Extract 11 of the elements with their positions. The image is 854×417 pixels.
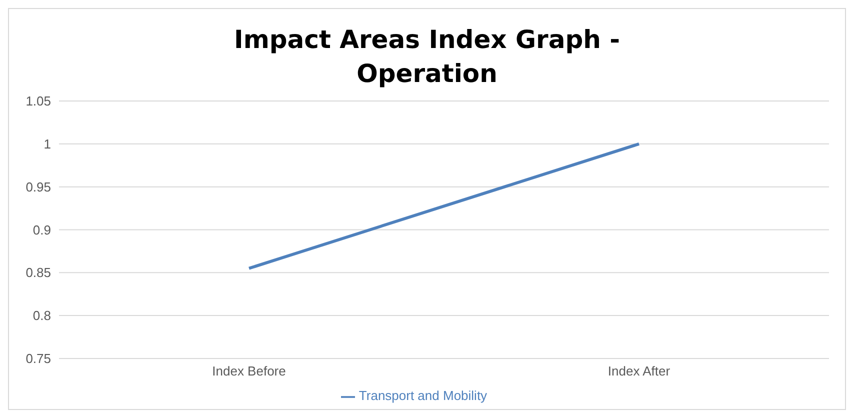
y-tick-label: 1.05	[26, 94, 51, 109]
y-tick-label: 0.85	[26, 265, 51, 280]
y-tick-label: 0.8	[32, 308, 51, 324]
y-tick-label: 0.95	[26, 179, 51, 194]
x-tick-label: Index Before	[212, 364, 286, 379]
chart-title: Impact Areas Index Graph - Operation	[233, 24, 621, 90]
y-tick-label: 0.9	[32, 222, 51, 238]
x-tick-label: Index After	[608, 364, 671, 379]
legend-label: Transport and Mobility	[358, 388, 488, 404]
y-tick-label: 0.75	[26, 351, 51, 366]
y-tick-label: 1	[44, 136, 51, 152]
